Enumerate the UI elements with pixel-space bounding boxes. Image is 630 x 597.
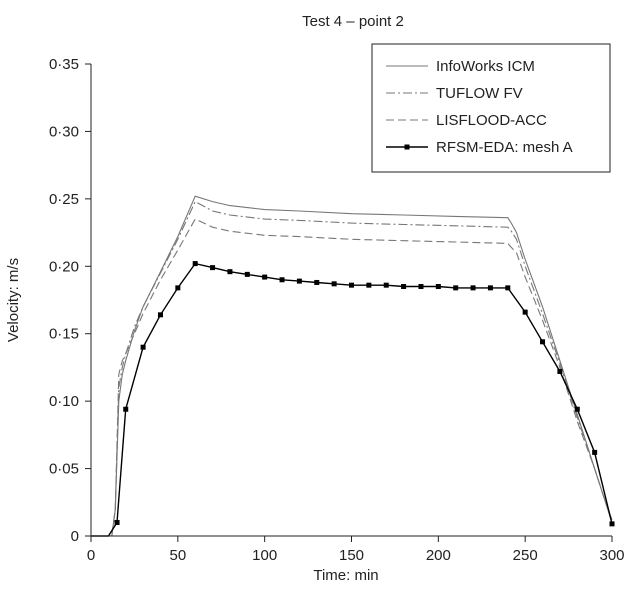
legend: InfoWorks ICM TUFLOW FV LISFLOOD-ACC RFSM-E… (371, 43, 611, 173)
x-axis: 0 50 100 150 200 250 300 (87, 535, 625, 564)
y-tick-label: 0·10 (49, 393, 79, 410)
y-tick-label: 0 (71, 528, 79, 545)
data-point (435, 284, 441, 290)
series-line (91, 195, 613, 537)
y-tick-label: 0·30 (49, 123, 79, 140)
data-point (453, 285, 459, 291)
y-axis: 0 0·05 0·10 0·15 0·20 0·25 0·30 0·35 (49, 56, 92, 545)
y-tick-label: 0·20 (49, 258, 79, 275)
x-axis-title: Time: min (313, 567, 378, 584)
x-tick-label: 150 (339, 547, 364, 564)
x-tick-label: 100 (252, 547, 277, 564)
data-point (114, 520, 120, 526)
data-point (383, 282, 389, 288)
chart-title: Test 4 – point 2 (302, 13, 404, 30)
y-axis-title: Velocity: m/s (5, 258, 22, 342)
data-point (262, 274, 268, 280)
data-point (175, 285, 181, 291)
data-point (540, 339, 546, 345)
series-line (91, 200, 613, 537)
data-point (296, 278, 302, 284)
data-point (279, 277, 285, 283)
data-point (505, 285, 511, 291)
data-point (522, 309, 528, 315)
data-point (210, 265, 216, 271)
x-tick-label: 0 (87, 547, 95, 564)
data-point (349, 282, 354, 288)
data-point (487, 285, 493, 291)
data-point (140, 344, 146, 350)
plot-area (91, 195, 615, 537)
data-point (314, 279, 320, 285)
data-point (401, 284, 407, 290)
y-tick-label: 0·15 (49, 326, 79, 343)
data-point (157, 312, 163, 318)
data-point (557, 368, 563, 374)
y-tick-label: 0·25 (49, 191, 79, 208)
legend-marker (404, 144, 410, 150)
data-point (366, 282, 372, 288)
data-point (609, 521, 615, 527)
series-line (91, 262, 613, 537)
legend-label: LISFLOOD-ACC (436, 112, 547, 129)
legend-label: RFSM-EDA: mesh A (436, 139, 573, 156)
series-line (91, 218, 613, 537)
data-point (574, 406, 580, 412)
data-point (227, 269, 233, 275)
data-point (418, 284, 424, 290)
legend-label: InfoWorks ICM (436, 58, 535, 75)
y-tick-label: 0·35 (49, 56, 79, 73)
y-tick-label: 0·05 (49, 461, 79, 478)
x-tick-label: 50 (169, 547, 186, 564)
data-point (244, 271, 250, 277)
legend-box (371, 43, 611, 173)
data-point (192, 261, 198, 267)
data-point (592, 449, 598, 455)
x-tick-label: 300 (599, 547, 624, 564)
x-tick-label: 250 (513, 547, 538, 564)
legend-label: TUFLOW FV (436, 85, 523, 102)
x-tick-label: 200 (426, 547, 451, 564)
data-point (470, 285, 476, 291)
data-point (123, 406, 129, 412)
data-point (331, 281, 337, 287)
